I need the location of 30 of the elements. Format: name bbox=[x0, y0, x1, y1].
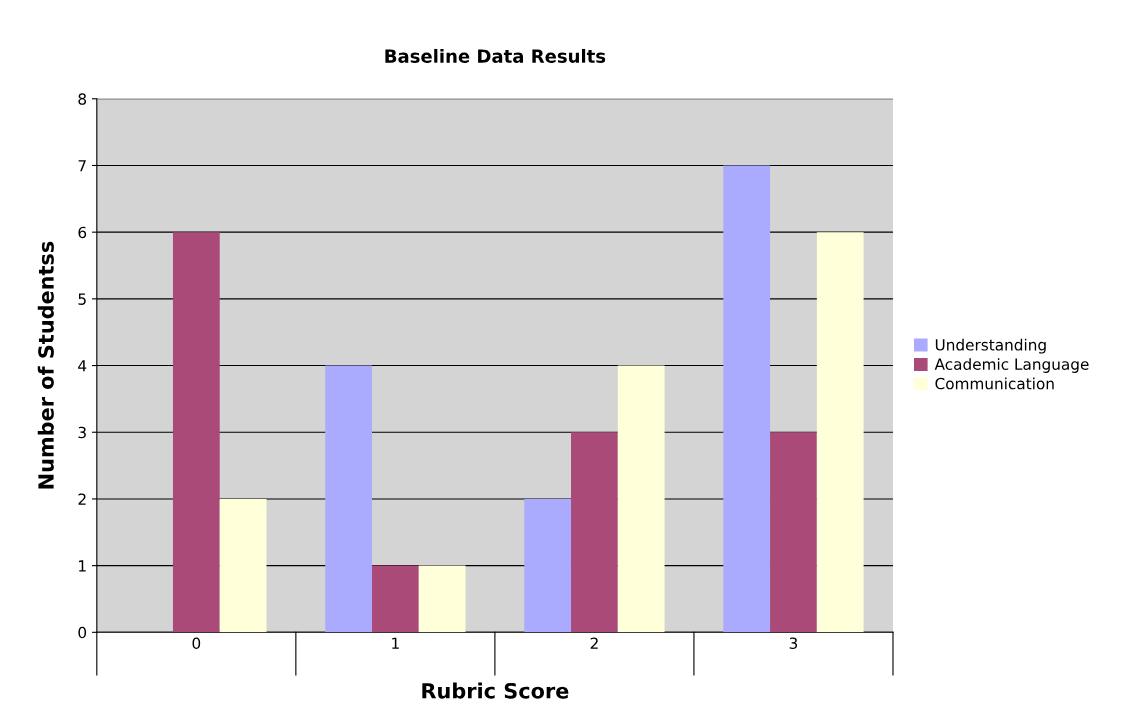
bar bbox=[524, 498, 572, 633]
y-tick-label: 1 bbox=[79, 560, 86, 572]
y-axis-title: Number of Studentss bbox=[37, 241, 54, 489]
bar bbox=[172, 232, 220, 633]
bar bbox=[723, 165, 771, 633]
y-tick-label: 8 bbox=[78, 93, 87, 105]
y-tick-label: 7 bbox=[78, 160, 86, 172]
y-tick-label: 4 bbox=[78, 360, 87, 372]
y-tick-label: 2 bbox=[78, 493, 86, 505]
x-tick-label: 2 bbox=[590, 637, 598, 649]
bar bbox=[571, 432, 618, 633]
y-tick-label: 3 bbox=[78, 426, 86, 439]
legend-label: Academic Language bbox=[934, 358, 1089, 373]
legend-label: Communication bbox=[935, 377, 1054, 390]
y-tick-label: 0 bbox=[78, 626, 87, 639]
y-tick-label: 6 bbox=[78, 226, 87, 239]
bar bbox=[617, 365, 665, 633]
y-tick-label: 5 bbox=[78, 293, 86, 305]
x-axis-title: Rubric Score bbox=[422, 682, 569, 699]
x-tick-label: 1 bbox=[392, 637, 399, 649]
legend-label: Understanding bbox=[935, 338, 1046, 354]
bar bbox=[418, 565, 466, 633]
bar bbox=[371, 565, 419, 633]
bar bbox=[325, 365, 372, 633]
chart-title: Baseline Data Results bbox=[385, 48, 606, 63]
x-tick-label: 3 bbox=[789, 637, 798, 649]
bar bbox=[816, 232, 864, 633]
x-tick-label: 0 bbox=[192, 637, 201, 649]
bar bbox=[770, 432, 817, 633]
bar bbox=[219, 498, 267, 633]
